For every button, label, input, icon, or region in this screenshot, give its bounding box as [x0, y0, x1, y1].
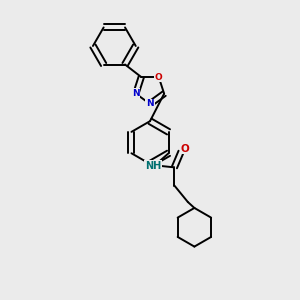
- Text: O: O: [180, 144, 189, 154]
- Text: N: N: [146, 99, 154, 108]
- Text: O: O: [155, 73, 163, 82]
- Text: N: N: [132, 89, 140, 98]
- Text: NH: NH: [145, 161, 161, 171]
